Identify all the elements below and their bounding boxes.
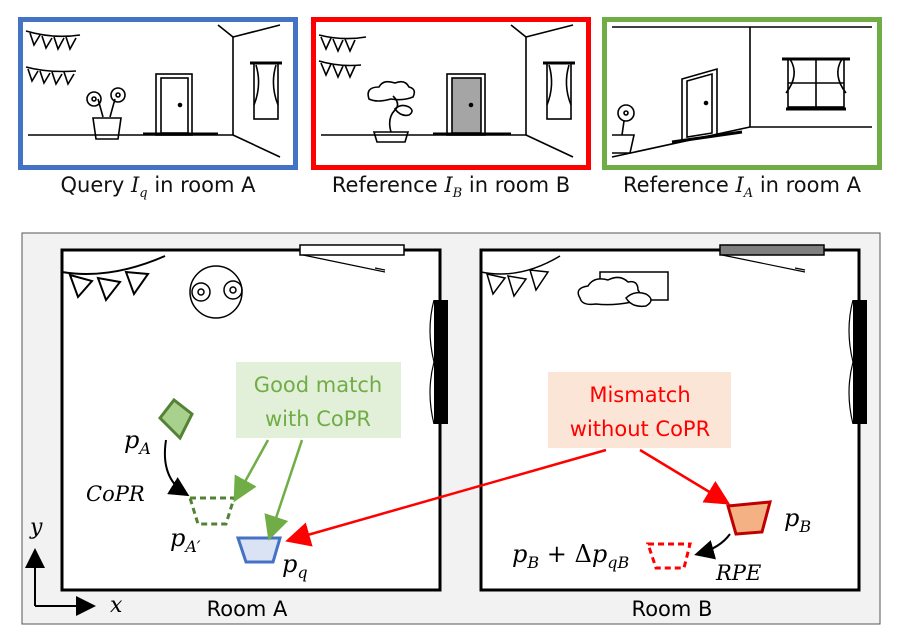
room-a-label: Room A [207, 597, 288, 621]
mismatch-box: Mismatch without CoPR [548, 372, 731, 448]
label-base: p [282, 550, 297, 578]
room-a-window [299, 244, 405, 256]
door-icon [671, 67, 743, 144]
door-icon [143, 73, 218, 136]
caption-subscript: q [139, 186, 148, 202]
good-match-arrow-2 [264, 439, 304, 541]
label-sub: A′ [183, 537, 201, 556]
label-sub: B [798, 517, 811, 536]
room-a-door [434, 300, 448, 424]
axis-x-label: x [110, 593, 123, 618]
flower-pot-icon [86, 87, 126, 140]
room-b-label: Room B [632, 597, 713, 621]
flower-pot-icon [189, 265, 243, 319]
camera-pB-delta [645, 542, 692, 570]
caption-prefix: Query [60, 173, 125, 197]
good-match-line1: Good match [254, 373, 382, 397]
label-pA: pA [124, 426, 151, 458]
label-sub: B [526, 553, 539, 572]
panel-border [602, 17, 882, 170]
label-pA-prime: pA′ [170, 524, 201, 556]
door-icon [433, 73, 511, 136]
axis-y-label: y [29, 515, 43, 540]
caption-symbol: I [131, 173, 140, 197]
caption-ref-a: Reference IA in room A [602, 173, 882, 201]
camera-pA [158, 397, 194, 441]
mismatch-arrow-to-pB [639, 448, 731, 505]
label-pq: pq [282, 550, 308, 582]
label-pB: pB [784, 504, 811, 536]
label-base: p [784, 504, 799, 532]
panel-ref-b [311, 17, 591, 170]
axes: y x [25, 515, 123, 618]
label-pB-delta: pB + ΔpqB [512, 540, 629, 572]
rpe-arrow [694, 533, 731, 560]
camera-pq [235, 536, 282, 564]
copr-arrow [163, 439, 190, 497]
caption-prefix: Reference [331, 173, 438, 197]
caption-symbol: I [444, 173, 453, 197]
bonsai-icon [367, 80, 416, 143]
mismatch-line1: Mismatch [589, 383, 690, 407]
caption-suffix: in room A [759, 173, 861, 197]
mismatch-line2: without CoPR [570, 417, 710, 441]
panel-ref-a [602, 17, 882, 170]
caption-suffix: in room A [154, 173, 256, 197]
caption-subscript: B [452, 186, 463, 202]
caption-suffix: in room B [468, 173, 571, 197]
caption-ref-b: Reference IB in room B [311, 173, 591, 201]
good-match-line2: with CoPR [265, 407, 371, 431]
copr-label: CoPR [86, 482, 145, 506]
label-base: p [170, 524, 185, 552]
bonsai-icon [577, 271, 669, 308]
label-sub: q [297, 563, 307, 582]
panel-query [18, 17, 298, 170]
camera-pA-prime [187, 496, 237, 526]
label-sub2: qB [607, 553, 629, 572]
label-base2: p [592, 540, 607, 568]
label-base: p [512, 540, 527, 568]
caption-prefix: Reference [623, 173, 729, 197]
room-b-door [853, 300, 867, 424]
rpe-label: RPE [715, 561, 761, 585]
window-icon [543, 61, 575, 120]
flower-icon [612, 104, 635, 154]
window-icon [250, 61, 282, 120]
good-match-arrow-1 [233, 439, 270, 503]
mismatch-arrow-to-pq [285, 448, 607, 547]
label-op: + Δ [539, 540, 592, 568]
window-icon [782, 57, 850, 111]
bunting-icon [25, 30, 81, 51]
label-base: p [124, 426, 139, 454]
caption-symbol: I [735, 173, 744, 197]
good-match-box: Good match with CoPR [236, 362, 401, 438]
caption-subscript: A [743, 186, 754, 202]
bunting-icon [61, 255, 166, 303]
label-sub: A [137, 439, 151, 458]
bunting-icon [480, 255, 561, 298]
room-b-window [719, 244, 825, 256]
bunting-icon [318, 34, 367, 54]
camera-pB [726, 500, 773, 536]
caption-query: Query Iq in room A [18, 173, 298, 201]
panel-border [18, 17, 298, 170]
